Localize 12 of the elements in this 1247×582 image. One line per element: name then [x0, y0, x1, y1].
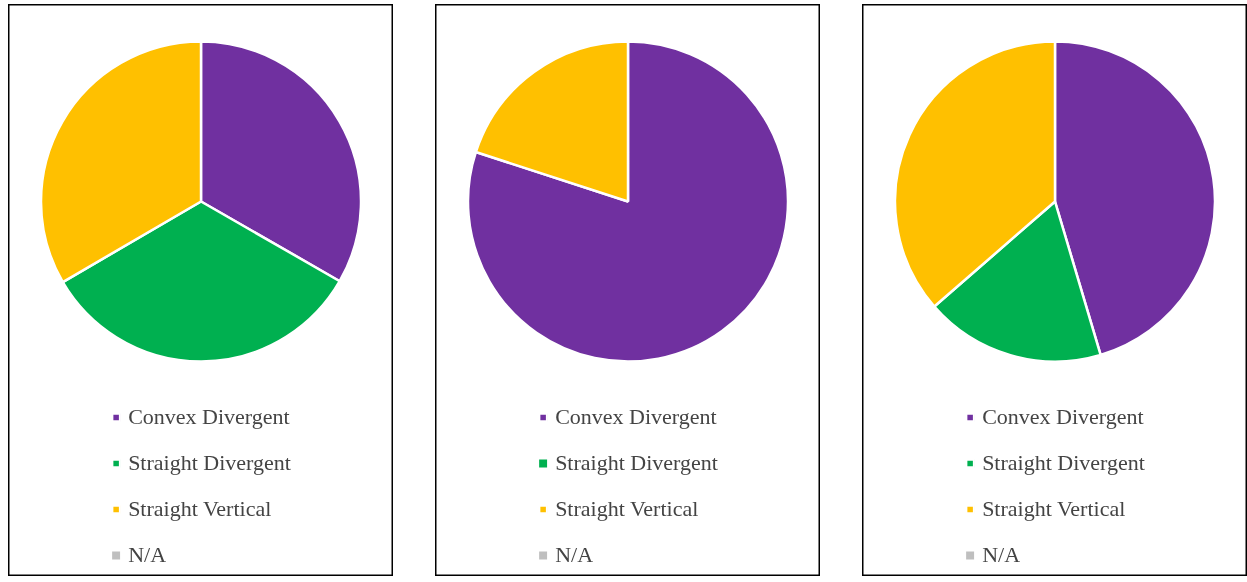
legend-label: N/A — [128, 542, 167, 568]
legend-label: N/A — [555, 542, 594, 568]
legend-label: Straight Divergent — [982, 450, 1145, 476]
legend-label: Straight Divergent — [555, 450, 718, 476]
legend-label: N/A — [982, 542, 1021, 568]
legend-label: Straight Vertical — [982, 496, 1126, 522]
legend-label: Straight Vertical — [128, 496, 272, 522]
legend-label: Straight Vertical — [555, 496, 699, 522]
legend-label: Convex Divergent — [555, 404, 717, 430]
legend-label: Straight Divergent — [128, 450, 291, 476]
legend-label: Convex Divergent — [128, 404, 290, 430]
legend-label: Convex Divergent — [982, 404, 1144, 430]
